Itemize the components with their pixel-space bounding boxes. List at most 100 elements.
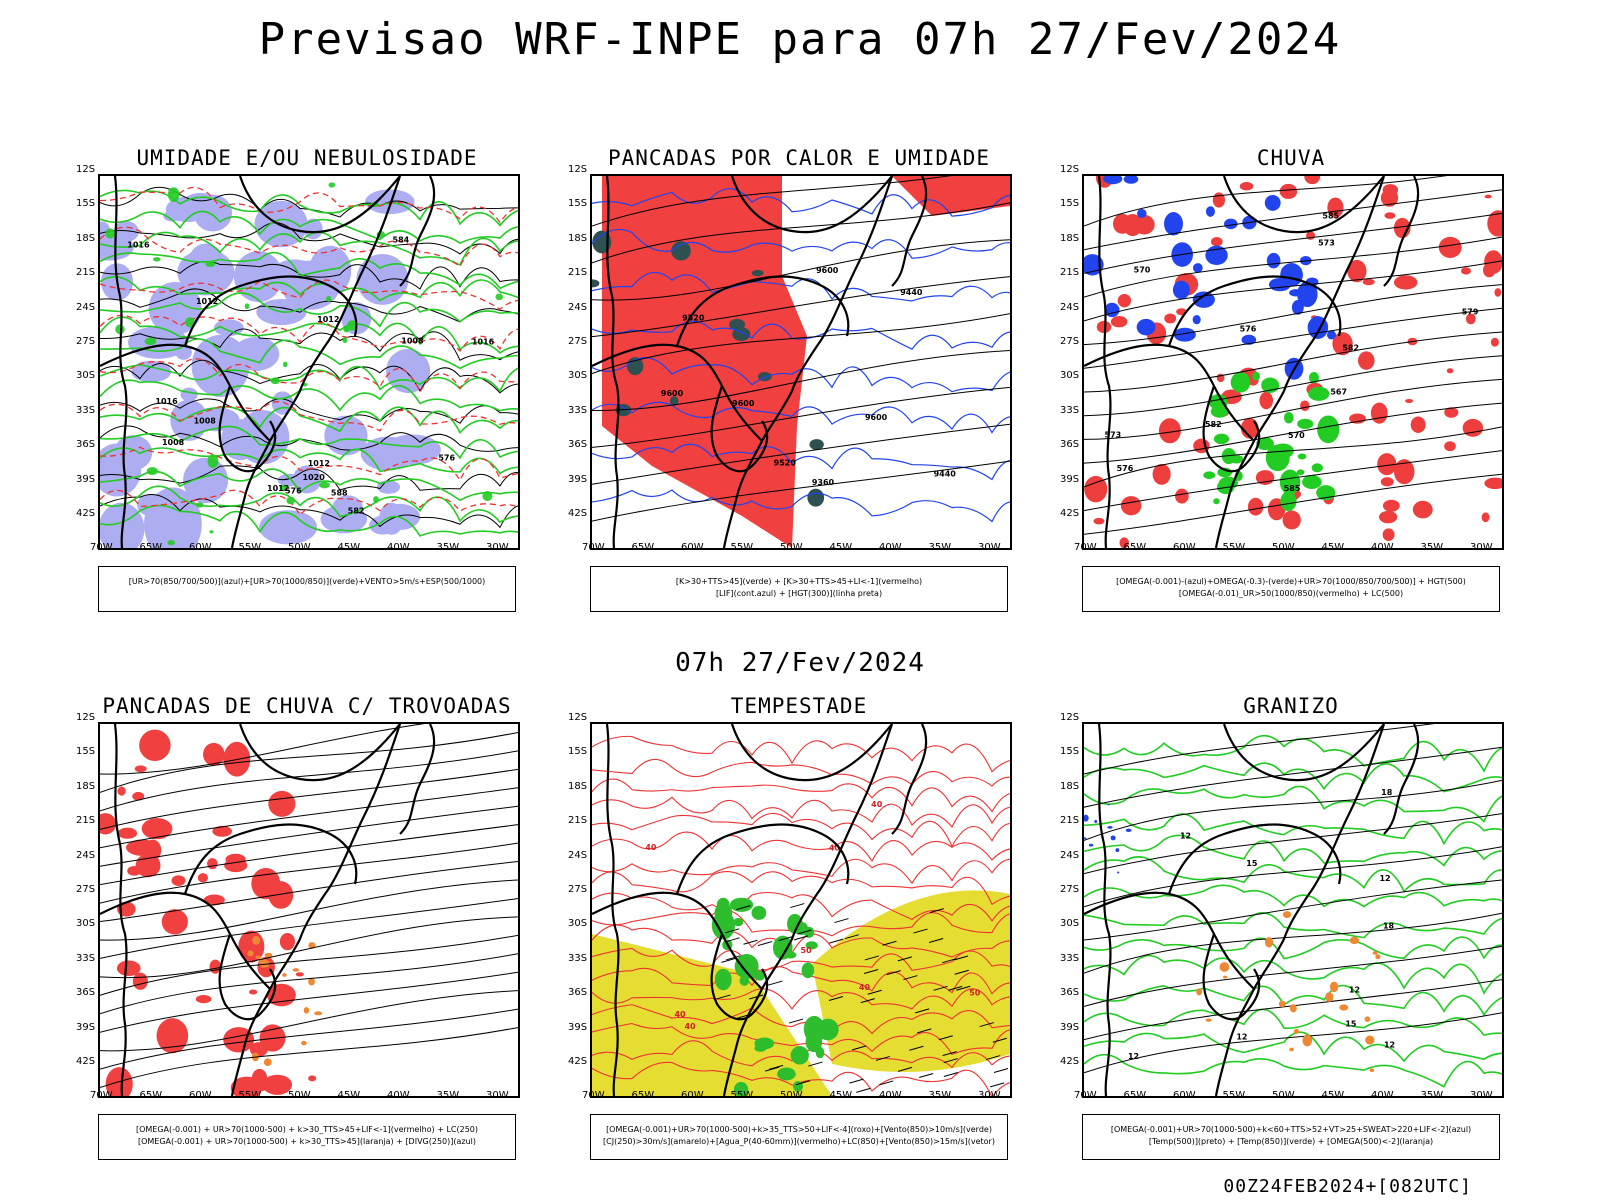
latitude-tick: 12S xyxy=(76,712,96,723)
latitude-tick: 12S xyxy=(568,712,588,723)
latitude-tick: 21S xyxy=(76,267,96,279)
latitude-tick: 39S xyxy=(1060,1021,1080,1033)
latitude-tick: 18S xyxy=(76,232,96,244)
latitude-tick: 12S xyxy=(568,164,588,175)
longitude-tick: 60W xyxy=(189,1090,212,1101)
main-title: Previsao WRF-INPE para 07h 27/Fev/2024 xyxy=(258,14,1342,65)
latitude-tick: 24S xyxy=(568,301,588,313)
longitude-tick: 45W xyxy=(829,1090,853,1101)
longitude-tick: 50W xyxy=(780,1090,803,1101)
latitude-tick: 39S xyxy=(76,1021,96,1033)
contour-label: 582 xyxy=(1205,420,1222,429)
contour-label: 40 xyxy=(871,800,883,809)
latitude-tick: 18S xyxy=(76,780,96,792)
contour-label: 9360 xyxy=(812,478,835,487)
contour-label: 15 xyxy=(1246,859,1258,868)
legend-line: [UR>70(850/700/500)](azul)+[UR>70(1000/8… xyxy=(128,577,486,586)
longitude-tick: 45W xyxy=(337,1090,361,1101)
field-shading xyxy=(1084,176,1337,380)
longitude-tick: 65W xyxy=(631,1090,655,1101)
contour-label: 1012 xyxy=(196,297,218,306)
coastline xyxy=(1084,724,1420,1096)
contour-label: 12 xyxy=(1128,1052,1139,1061)
longitude-tick: 55W xyxy=(730,542,754,553)
latitude-tick: 15S xyxy=(1060,746,1080,758)
contour-label: 573 xyxy=(1105,431,1122,440)
latitude-tick: 21S xyxy=(1060,815,1080,827)
latitude-tick: 36S xyxy=(1060,439,1080,451)
latitude-tick: 27S xyxy=(568,336,588,347)
latitude-tick: 33S xyxy=(568,952,588,964)
latitude-tick: 18S xyxy=(568,232,588,244)
longitude-tick: 40W xyxy=(387,542,410,553)
latitude-tick: 21S xyxy=(568,815,588,827)
streamlines xyxy=(592,176,1010,522)
longitude-tick: 45W xyxy=(829,542,853,553)
longitude-tick: 70W xyxy=(582,1090,605,1101)
contour-label: 9600 xyxy=(661,389,684,398)
latitude-tick: 15S xyxy=(568,746,588,758)
panel-chuva: CHUVA 585 585 582 582 579 576 576 573 573 570 567 5… xyxy=(1060,146,1504,616)
longitude-tick: 45W xyxy=(1321,1090,1345,1101)
latitude-tick: 36S xyxy=(568,439,588,451)
latitude-tick: 15S xyxy=(1060,198,1080,210)
longitude-tick: 30W xyxy=(978,1090,1001,1101)
contour-label: 1020 xyxy=(303,473,326,482)
longitude-tick: 70W xyxy=(1074,1090,1097,1101)
legend-line: [K>30+TTS>45](verde) + [K>30+TTS>45+LI<-… xyxy=(675,577,923,586)
contour-label: 576 xyxy=(438,454,455,463)
latitude-tick: 27S xyxy=(1060,336,1080,347)
map-canvas xyxy=(100,724,518,1096)
latitude-tick: 33S xyxy=(76,952,96,964)
legend-granizo: [OMEGA(-0.001)+UR>70(1000-500)+k<60+TTS>… xyxy=(1082,1114,1500,1160)
latitude-tick: 33S xyxy=(568,404,588,416)
contour-label: 567 xyxy=(1330,388,1347,397)
panel-title: CHUVA xyxy=(1256,146,1326,170)
contour-label: 9600 xyxy=(865,413,888,422)
latitude-tick: 24S xyxy=(76,849,96,861)
latitude-tick: 30S xyxy=(1060,370,1080,382)
longitude-tick: 60W xyxy=(681,542,704,553)
legend-line: [OMEGA(-0.01)_UR>50(1000/850)(vermelho) … xyxy=(1178,589,1404,598)
latitude-tick: 12S xyxy=(1060,164,1080,175)
map-umidade: 1012 1012 1012 1016 1016 1008 1020 1016 1008 1012… xyxy=(98,174,520,550)
latitude-tick: 30S xyxy=(568,918,588,930)
contour-label: 1016 xyxy=(155,397,178,406)
legend-line: [OMEGA(-0.001) + UR>70(1000-500) + k>30_… xyxy=(135,1125,479,1134)
contour-label: 576 xyxy=(1240,325,1257,334)
longitude-tick: 50W xyxy=(780,542,803,553)
map-granizo: 12 12 12 12 12 12 15 15 18 18 xyxy=(1082,722,1504,1098)
coastline xyxy=(100,176,436,548)
legend-line: [OMEGA(-0.001)+UR>70(1000-500)+k>35_TTS>… xyxy=(606,1125,992,1134)
contour-label: 9440 xyxy=(934,469,957,478)
panel-trovoadas: PANCADAS DE CHUVA C/ TROVOADAS [OMEGA(-0… xyxy=(76,694,520,1164)
longitude-tick: 50W xyxy=(1272,1090,1295,1101)
latitude-tick: 36S xyxy=(568,987,588,999)
contour-label: 40 xyxy=(674,1010,686,1019)
latitude-tick: 21S xyxy=(76,815,96,827)
contour-label: 585 xyxy=(1322,212,1339,221)
coastline xyxy=(592,724,928,1096)
latitude-tick: 15S xyxy=(568,198,588,210)
legend-pancadas-calor: [K>30+TTS>45](verde) + [K>30+TTS>45+LI<-… xyxy=(590,566,1008,612)
latitude-tick: 33S xyxy=(76,404,96,416)
longitude-tick: 40W xyxy=(1371,1090,1394,1101)
latitude-tick: 30S xyxy=(76,370,96,382)
longitude-tick: 45W xyxy=(337,542,361,553)
contour-label: 9520 xyxy=(682,313,705,322)
contour-lines xyxy=(100,189,518,537)
contour-label: 1008 xyxy=(162,438,185,447)
latitude-tick: 39S xyxy=(568,473,588,485)
contour-label: 1012 xyxy=(308,459,330,468)
longitude-tick: 30W xyxy=(1470,542,1493,553)
longitude-tick: 45W xyxy=(1321,542,1345,553)
contour-label: 12 xyxy=(1379,874,1390,883)
panel-umidade: UMIDADE E/OU NEBULOSIDADE 1012 1012 1012 10… xyxy=(76,146,520,616)
coastline xyxy=(100,724,436,1096)
legend-umidade: [UR>70(850/700/500)](azul)+[UR>70(1000/8… xyxy=(98,566,516,612)
contour-label: 576 xyxy=(1117,464,1134,473)
contour-label: 9520 xyxy=(774,459,797,468)
latitude-tick: 42S xyxy=(76,1056,96,1067)
longitude-tick: 65W xyxy=(139,1090,163,1101)
latitude-tick: 15S xyxy=(76,198,96,210)
